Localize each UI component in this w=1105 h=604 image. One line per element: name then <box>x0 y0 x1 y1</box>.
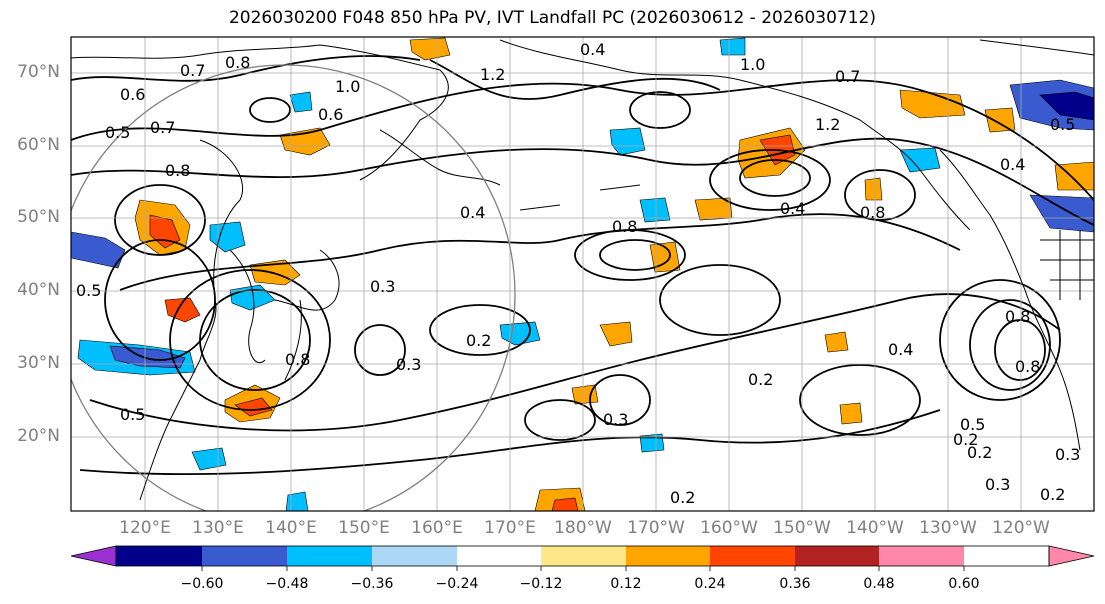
contour-label: 0.5 <box>120 405 145 424</box>
colorbar-tick-label: 0.36 <box>779 576 811 592</box>
lat-label-20n: 20°N <box>17 426 60 446</box>
colorbar-segment <box>202 546 287 566</box>
contour-label: 0.2 <box>466 331 491 350</box>
contour-label: 0.5 <box>1050 115 1075 134</box>
lon-label-150e: 150°E <box>338 518 390 538</box>
radius-circle <box>71 64 516 511</box>
lat-label-60n: 60°N <box>17 135 60 155</box>
colorbar-tick-label: 0.48 <box>863 576 895 592</box>
contour-label: 0.6 <box>318 105 343 124</box>
colorbar <box>70 545 1095 571</box>
colorbar-segment <box>287 546 372 566</box>
lon-label-170w: 170°W <box>627 518 685 538</box>
contour-label: 0.8 <box>225 53 250 72</box>
colorbar-tick-label: −0.36 <box>350 576 394 592</box>
colorbar-tick-label: 0.60 <box>948 576 980 592</box>
colorbar-tick-label: −0.60 <box>180 576 224 592</box>
map-title: 2026030200 F048 850 hPa PV, IVT Landfall… <box>228 8 876 28</box>
contour-lines <box>71 55 1094 476</box>
contour-label: 0.5 <box>76 281 101 300</box>
lon-label-160e: 160°E <box>411 518 463 538</box>
coastlines <box>71 39 1094 501</box>
contour-label: 1.2 <box>815 115 840 134</box>
colorbar-segments <box>116 546 964 566</box>
lon-label-160w: 160°W <box>700 518 758 538</box>
contour-label: 0.2 <box>953 430 978 449</box>
colorbar-segment <box>457 546 541 566</box>
colorbar-segment <box>710 546 795 566</box>
contour-label: 1.0 <box>335 77 360 96</box>
lon-label-130w: 130°W <box>919 518 977 538</box>
contour-label: 0.7 <box>180 61 205 80</box>
contour-label: 0.4 <box>1000 155 1025 174</box>
contour-label: 0.8 <box>860 203 885 222</box>
map-panel: 0.7 0.8 0.6 0.5 0.7 0.8 1.0 1.2 0.6 0.4 … <box>71 37 1094 511</box>
colorbar-segment <box>372 546 457 566</box>
map-frame <box>70 36 1095 512</box>
colorbar-tick-label: 0.12 <box>610 576 642 592</box>
contour-label: 0.6 <box>120 85 145 104</box>
lat-label-70n: 70°N <box>17 62 60 82</box>
contour-label: 0.3 <box>985 475 1010 494</box>
contour-label: 0.8 <box>285 350 310 369</box>
contour-label: 0.3 <box>603 410 628 429</box>
contour-label: 0.2 <box>670 488 695 507</box>
contour-label: 0.4 <box>888 340 913 359</box>
contour-label: 0.2 <box>1040 485 1065 504</box>
contour-label: 0.5 <box>960 415 985 434</box>
contour-label: 0.4 <box>780 199 805 218</box>
contour-label: 0.5 <box>105 123 130 142</box>
colorbar-segment <box>795 546 879 566</box>
lon-label-180w: 180°W <box>554 518 612 538</box>
contour-label: 0.8 <box>612 217 637 236</box>
contour-label: 0.2 <box>748 370 773 389</box>
graticule <box>71 37 1094 511</box>
colorbar-tick-label: −0.24 <box>435 576 479 592</box>
contour-label: 0.8 <box>165 161 190 180</box>
contour-label: 0.3 <box>370 277 395 296</box>
contour-label: 0.7 <box>150 118 175 137</box>
colorbar-segment <box>541 546 626 566</box>
lon-label-150w: 150°W <box>773 518 831 538</box>
colorbar-segment <box>116 546 202 566</box>
contour-label: 0.3 <box>396 355 421 374</box>
lon-label-120e: 120°E <box>119 518 171 538</box>
colorbar-tick-label: −0.12 <box>519 576 563 592</box>
lon-label-140e: 140°E <box>265 518 317 538</box>
contour-label: 1.2 <box>480 65 505 84</box>
contour-label: 0.2 <box>967 443 992 462</box>
colorbar-tick-label: −0.48 <box>265 576 309 592</box>
colorbar-tick-label: 0.24 <box>694 576 726 592</box>
contour-label: 0.4 <box>580 40 605 59</box>
colorbar-segment <box>879 546 964 566</box>
contour-label: 1.0 <box>740 55 765 74</box>
lat-label-40n: 40°N <box>17 280 60 300</box>
lat-label-30n: 30°N <box>17 353 60 373</box>
lon-label-120w: 120°W <box>992 518 1050 538</box>
contour-label: 0.8 <box>1005 307 1030 326</box>
contour-label: 0.3 <box>1055 445 1080 464</box>
lon-label-140w: 140°W <box>846 518 904 538</box>
colorbar-segment <box>626 546 710 566</box>
contour-label-group: 0.7 0.8 0.6 0.5 0.7 0.8 1.0 1.2 0.6 0.4 … <box>76 40 1080 507</box>
contour-label: 0.7 <box>835 67 860 86</box>
colorbar-extend-left <box>70 545 117 567</box>
contour-label: 0.4 <box>460 203 485 222</box>
lat-label-50n: 50°N <box>17 207 60 227</box>
lon-label-170e: 170°E <box>484 518 536 538</box>
colorbar-extend-right <box>1048 545 1095 567</box>
lon-label-130e: 130°E <box>192 518 244 538</box>
contour-label: 0.8 <box>1015 357 1040 376</box>
